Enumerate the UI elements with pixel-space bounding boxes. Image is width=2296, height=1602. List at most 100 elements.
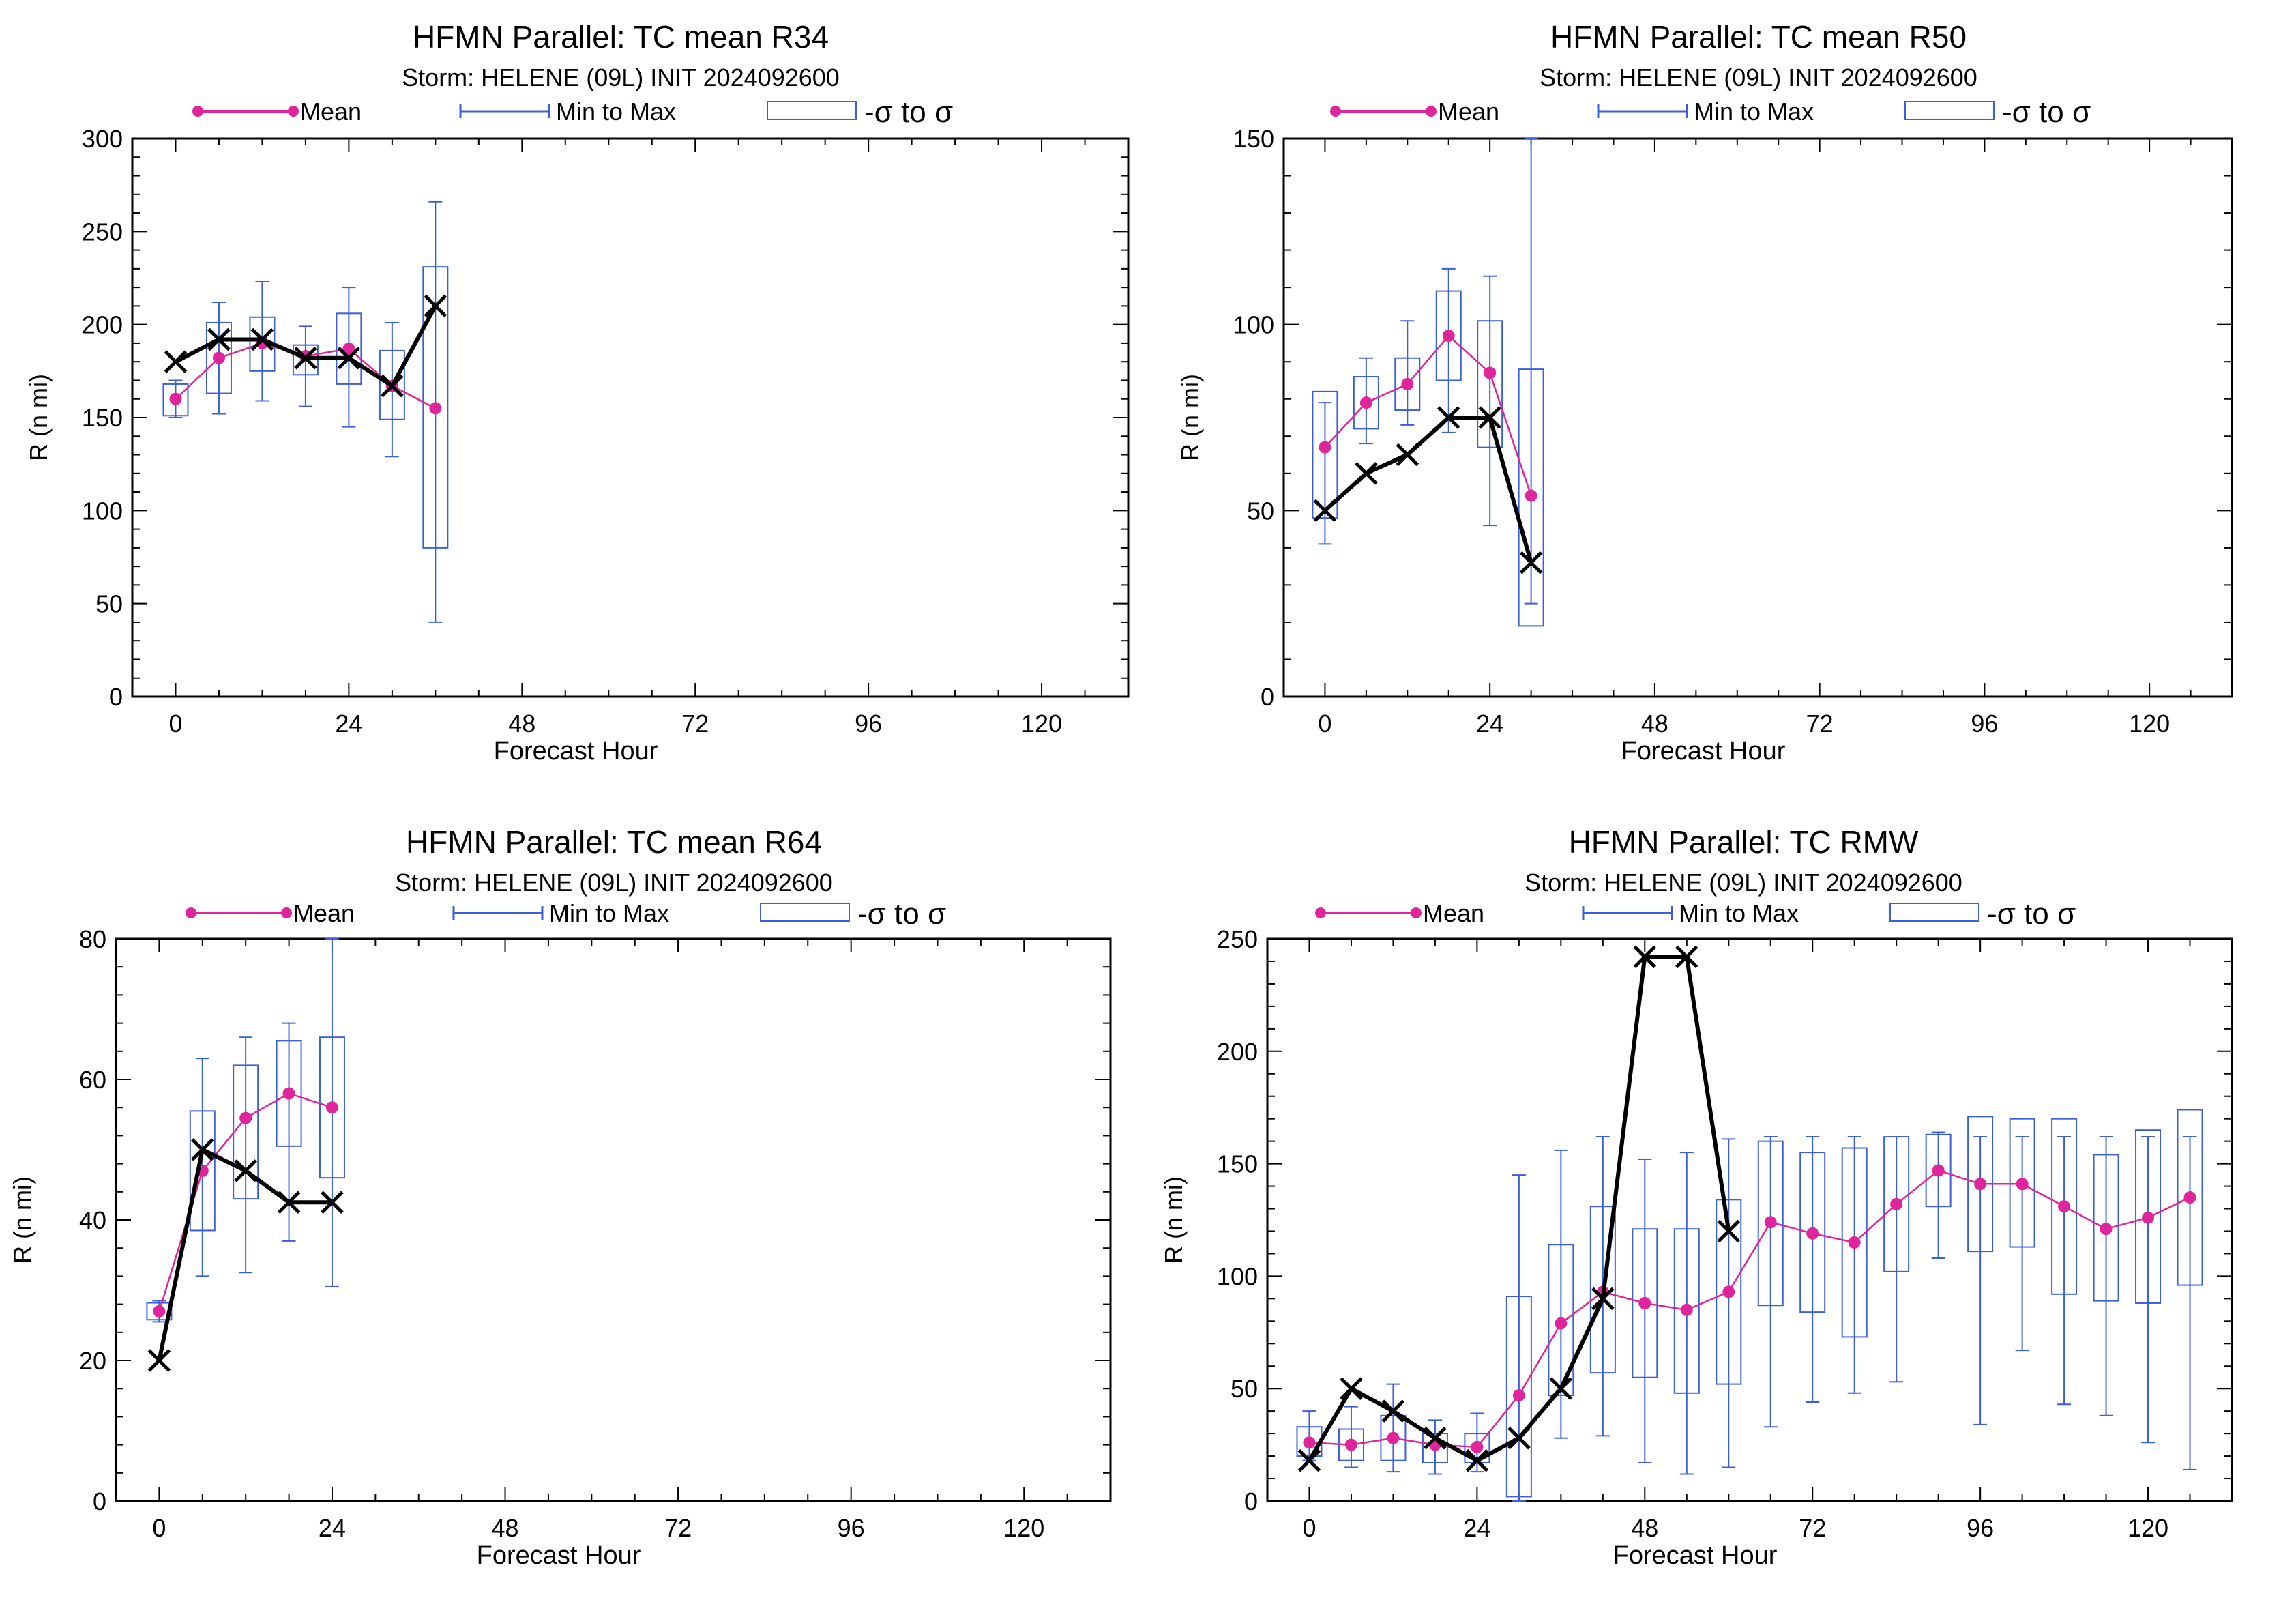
mean-point <box>1344 1438 1357 1451</box>
x-axis-label: Forecast Hour <box>1613 1541 1778 1570</box>
y-tick-label: 250 <box>1217 925 1258 953</box>
track-marker <box>191 1138 214 1161</box>
legend: Mean Min to Max -σ to σ <box>1330 96 2091 129</box>
track-marker <box>1591 1287 1615 1311</box>
mean-point <box>1555 1317 1568 1330</box>
mean-point <box>342 343 355 355</box>
legend-mean-marker <box>1426 106 1437 117</box>
sigma-box <box>319 1036 345 1179</box>
legend: Mean Min to Max -σ to σ <box>192 96 953 129</box>
y-tick-label: 250 <box>82 218 123 246</box>
y-tick-label: 150 <box>82 404 123 432</box>
sigma-box <box>1505 1296 1532 1498</box>
y-tick-label: 100 <box>1233 311 1274 339</box>
mean-point <box>2100 1223 2113 1236</box>
y-tick-label: 100 <box>1217 1262 1258 1290</box>
chart-panel-1: HFMN Parallel: TC mean R34 Storm: HELENE … <box>25 19 1130 766</box>
legend-mean-marker <box>288 106 299 117</box>
track-series <box>164 294 447 398</box>
x-tick-label: 0 <box>168 710 182 738</box>
track-marker <box>321 1191 344 1214</box>
y-axis-label: R (n mi) <box>25 374 53 461</box>
track-series <box>1313 406 1543 574</box>
track-marker <box>250 327 274 351</box>
mean-point <box>1401 377 1414 390</box>
mean-point <box>1638 1296 1651 1309</box>
track-marker <box>1478 406 1501 429</box>
box-series <box>162 201 449 623</box>
track-series <box>147 1138 344 1372</box>
chart-subtitle: Storm: HELENE (09L) INIT 2024092600 <box>402 63 840 91</box>
mean-point <box>169 392 182 405</box>
y-tick-label: 0 <box>93 1487 106 1515</box>
mean-point <box>325 1101 338 1114</box>
track-marker <box>1297 1448 1321 1472</box>
sigma-box <box>189 1110 216 1232</box>
mean-point <box>1319 441 1331 454</box>
x-tick-label: 120 <box>1003 1514 1044 1542</box>
x-tick-label: 0 <box>1318 710 1331 738</box>
mean-series <box>1319 330 1537 502</box>
legend-sigma-label: -σ to σ <box>1987 897 2076 931</box>
x-axis-label: Forecast Hour <box>477 1541 641 1570</box>
legend-mean-label: Mean <box>1438 98 1499 126</box>
y-tick-label: 80 <box>79 925 106 953</box>
mean-point <box>239 1111 252 1124</box>
mean-point <box>1932 1164 1945 1177</box>
track-marker <box>1313 499 1337 523</box>
y-tick-label: 0 <box>1244 1487 1258 1515</box>
x-tick-label: 120 <box>2129 710 2170 738</box>
legend-mean-label: Mean <box>293 899 355 927</box>
sigma-box <box>1883 1136 1910 1272</box>
track-marker <box>1465 1448 1489 1472</box>
mean-point <box>1848 1236 1861 1249</box>
legend-mean-marker <box>1330 106 1341 117</box>
chart-title: HFMN Parallel: TC mean R64 <box>406 824 822 860</box>
track-marker <box>277 1191 301 1214</box>
chart-title: HFMN Parallel: TC mean R34 <box>413 19 829 55</box>
sigma-box <box>2009 1118 2035 1248</box>
legend-mean-marker <box>1315 907 1326 918</box>
x-tick-label: 48 <box>1641 710 1668 738</box>
y-tick-label: 40 <box>79 1206 106 1234</box>
sigma-box <box>1353 376 1379 430</box>
chart-subtitle: Storm: HELENE (09L) INIT 2024092600 <box>395 869 833 897</box>
track-marker <box>1675 945 1698 969</box>
chart-subtitle: Storm: HELENE (09L) INIT 2024092600 <box>1540 63 1977 91</box>
x-axis: 0 24 48 72 96 120 Forecast Hour <box>168 139 1129 766</box>
x-tick-label: 120 <box>2128 1514 2168 1542</box>
mean-point <box>429 402 442 415</box>
y-axis: 0 50 100 150 200 250 R (n mi) <box>1160 925 2232 1515</box>
mean-point <box>1303 1436 1316 1449</box>
sigma-box <box>1589 1206 1616 1374</box>
mean-point <box>212 351 225 364</box>
track-marker <box>424 294 447 318</box>
mean-point <box>1359 396 1372 409</box>
legend-mean-marker <box>186 907 196 918</box>
legend-sigma-label: -σ to σ <box>857 897 946 931</box>
sigma-box <box>1422 1433 1448 1463</box>
legend-sigma-box <box>760 903 850 922</box>
mean-point <box>2016 1178 2029 1191</box>
legend-mean-marker <box>1411 907 1422 918</box>
y-tick-label: 200 <box>1217 1038 1258 1066</box>
y-tick-label: 300 <box>82 125 123 153</box>
mean-point <box>1484 366 1497 379</box>
x-axis: 0 24 48 72 96 120 Forecast Hour <box>152 939 1111 1570</box>
sigma-box <box>1757 1140 1784 1307</box>
legend-sigma-label: -σ to σ <box>2002 96 2091 129</box>
sigma-box <box>422 266 449 549</box>
box-series <box>1312 138 1544 627</box>
mean-point <box>2183 1191 2196 1204</box>
x-tick-label: 72 <box>681 710 709 738</box>
x-tick-label: 48 <box>508 710 535 738</box>
x-tick-label: 0 <box>152 1514 166 1542</box>
box-series <box>1296 1109 2203 1502</box>
sigma-box <box>1673 1228 1700 1394</box>
legend-mean-marker <box>192 106 203 117</box>
mean-point <box>1974 1178 1987 1191</box>
x-tick-label: 96 <box>838 1514 865 1542</box>
x-tick-label: 96 <box>1967 1514 1994 1542</box>
track-marker <box>1381 1399 1405 1423</box>
mean-point <box>1722 1285 1735 1298</box>
